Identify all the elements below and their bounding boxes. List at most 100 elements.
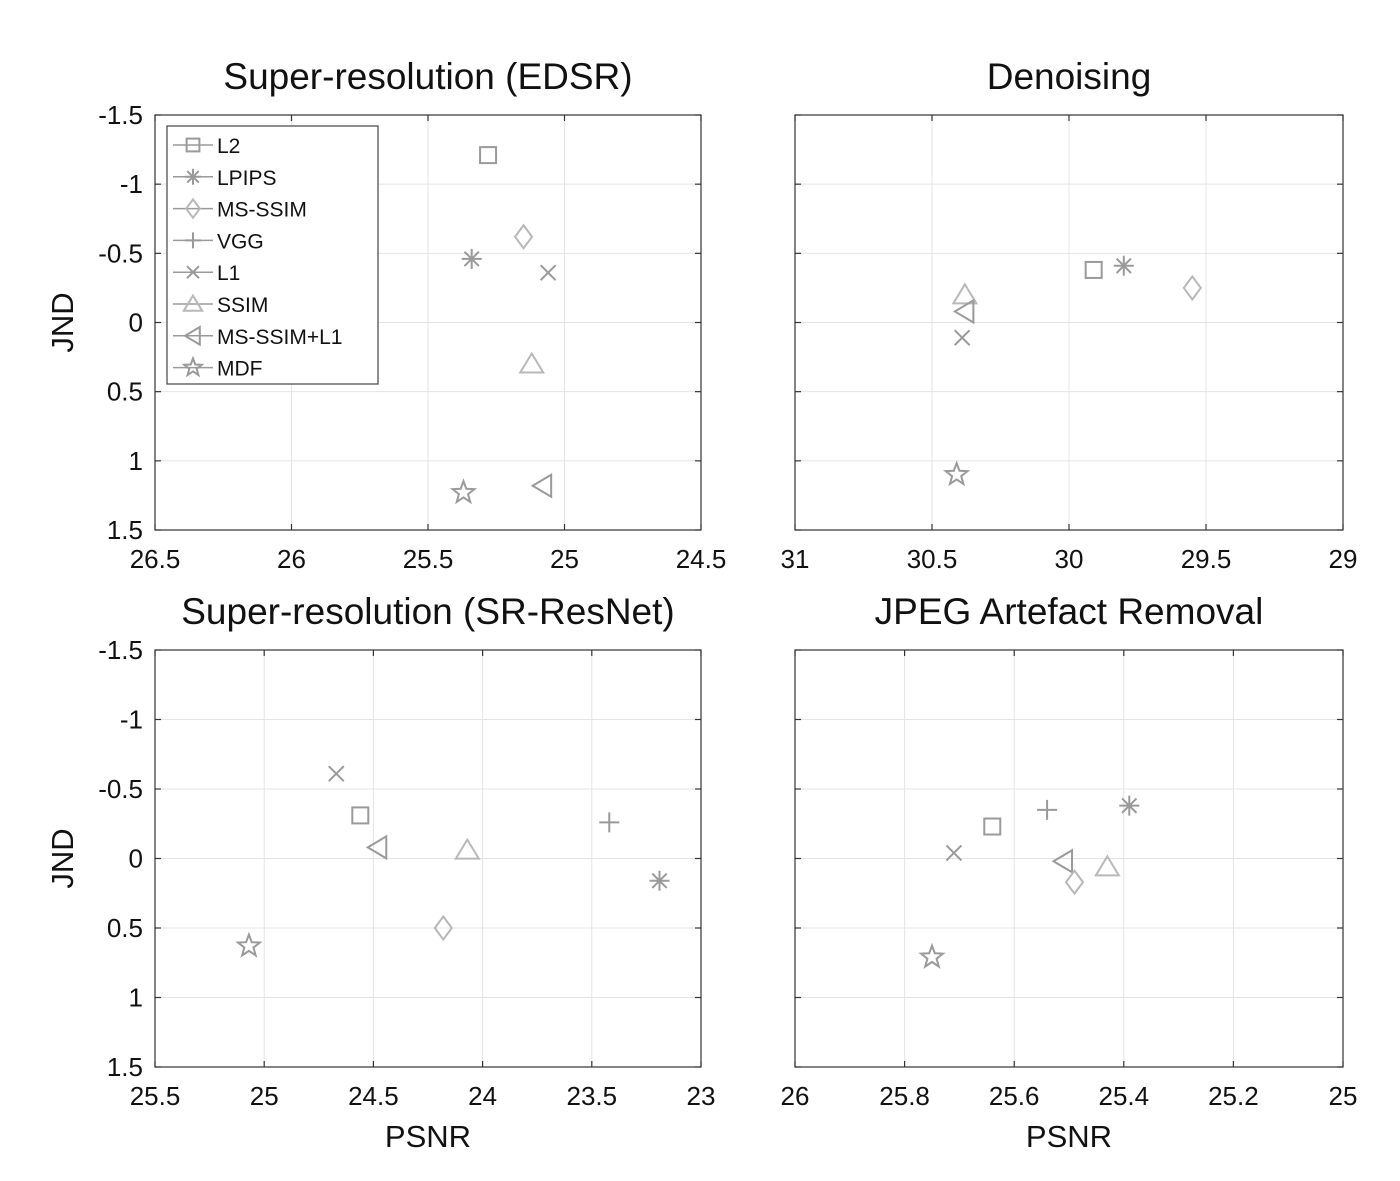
y-tick-label: 0.5 xyxy=(107,913,143,943)
x-tick-label: 23 xyxy=(687,1081,716,1111)
x-tick-label: 30 xyxy=(1055,544,1084,574)
y-axis-label: JND xyxy=(45,828,80,888)
point-ms-ssim-l1 xyxy=(1051,848,1074,875)
legend-label: VGG xyxy=(217,230,264,253)
point-mdf xyxy=(942,460,971,487)
legend: L2 LPIPS MS-SSIM VGG L1 SSIM MS-SSIM+L1 MDF xyxy=(166,125,379,385)
legend-label: L1 xyxy=(217,262,240,285)
point-mdf xyxy=(235,931,263,958)
y-tick-label: 1 xyxy=(129,446,143,476)
point-vgg xyxy=(599,812,620,833)
x-tick-label: 26 xyxy=(781,1081,810,1111)
legend-entry: SSIM xyxy=(173,293,268,317)
point-ms-ssim xyxy=(513,223,534,250)
point-vgg xyxy=(1037,799,1058,820)
x-tick-label: 25.5 xyxy=(403,544,454,574)
point-ms-ssim-l1 xyxy=(952,298,975,325)
legend-label: LPIPS xyxy=(217,167,277,190)
point-ms-ssim xyxy=(433,914,454,942)
x-tick-label: 31 xyxy=(781,544,810,574)
x-tick-label: 25.6 xyxy=(989,1081,1040,1111)
legend-box xyxy=(166,125,379,385)
x-tick-label: 30.5 xyxy=(907,544,958,574)
x-axis-label: PSNR xyxy=(1026,1119,1112,1154)
axes-frame xyxy=(154,114,702,531)
legend-marker-lpips xyxy=(185,168,201,185)
x-axis-label: PSNR xyxy=(385,1119,471,1154)
y-tick-label: 1.5 xyxy=(107,515,143,545)
y-tick-label: 0.5 xyxy=(107,377,143,407)
legend-marker-l2 xyxy=(185,137,201,153)
x-tick-label: 29.5 xyxy=(1181,544,1232,574)
panel-2: 31 30.5 30 29.5 29 Denoising xyxy=(781,56,1358,574)
point-mdf xyxy=(918,942,946,969)
legend-marker-ms-ssim-l1 xyxy=(183,325,201,347)
chart-title: Denoising xyxy=(987,56,1152,97)
legend-entry: VGG xyxy=(173,230,264,253)
x-tick-label: 25 xyxy=(1329,1081,1358,1111)
legend-entry: MS-SSIM+L1 xyxy=(173,325,342,349)
y-tick-label: 1.5 xyxy=(107,1052,143,1082)
axes-frame xyxy=(154,649,702,1068)
axes-frame xyxy=(794,649,1344,1068)
legend-label: L2 xyxy=(217,135,240,158)
point-ms-ssim xyxy=(1182,274,1203,302)
legend-marker-mdf xyxy=(181,355,205,378)
legend-entry: MDF xyxy=(173,355,263,381)
y-tick-label: 1 xyxy=(129,983,143,1013)
y-tick-label: 0 xyxy=(129,308,143,338)
point-l2 xyxy=(983,817,1002,836)
legend-label: SSIM xyxy=(217,294,268,317)
y-tick-label: 0 xyxy=(129,844,143,874)
point-lpips xyxy=(1113,255,1134,276)
legend-label: MS-SSIM+L1 xyxy=(217,326,342,349)
x-tick-label: 25 xyxy=(250,1081,279,1111)
axes-frame xyxy=(794,114,1344,531)
x-tick-label: 25.8 xyxy=(879,1081,930,1111)
legend-marker-vgg xyxy=(185,232,201,249)
y-tick-label: -1 xyxy=(120,169,143,199)
point-l2 xyxy=(351,806,370,825)
point-ms-ssim-l1 xyxy=(530,472,553,499)
legend-entry: L2 xyxy=(173,135,240,158)
panel-1: 26.5 26 25.5 25 24.5 -1.5 -1 -0.5 0 0.5 1 1.5 Super-… xyxy=(45,56,726,574)
chart-title: JPEG Artefact Removal xyxy=(875,591,1264,632)
y-tick-label: -1 xyxy=(120,705,143,735)
x-tick-label: 26 xyxy=(277,544,306,574)
y-tick-label: -1.5 xyxy=(98,635,143,665)
point-l1 xyxy=(328,765,345,782)
y-tick-label: -0.5 xyxy=(98,238,143,268)
x-tick-label: 23.5 xyxy=(566,1081,617,1111)
legend-label: MS-SSIM xyxy=(217,199,307,222)
chart-title: Super-resolution (EDSR) xyxy=(223,56,632,97)
legend-entry: MS-SSIM xyxy=(173,197,307,222)
point-l1 xyxy=(953,329,971,346)
point-l2 xyxy=(479,146,498,165)
x-tick-label: 24.5 xyxy=(676,544,727,574)
point-ssim xyxy=(518,351,546,374)
legend-entry: LPIPS xyxy=(173,167,277,190)
point-mdf xyxy=(449,478,478,505)
y-tick-label: -0.5 xyxy=(98,774,143,804)
x-tick-label: 29 xyxy=(1329,544,1358,574)
x-tick-label: 24.5 xyxy=(348,1081,399,1111)
x-tick-label: 26.5 xyxy=(130,544,181,574)
panel-4: 26 25.8 25.6 25.4 25.2 25 JPEG Artefact Remova… xyxy=(781,591,1358,1154)
x-tick-label: 25.5 xyxy=(130,1081,181,1111)
y-tick-label: -1.5 xyxy=(98,100,143,130)
chart-title: Super-resolution (SR-ResNet) xyxy=(181,591,675,632)
panel-3: 25.5 25 24.5 24 23.5 23 -1.5 -1 -0.5 0 0.5 1 1.5 Supe… xyxy=(45,591,715,1154)
point-ssim xyxy=(951,282,979,305)
legend-entry: L1 xyxy=(173,262,240,285)
y-axis-label: JND xyxy=(45,292,80,352)
x-tick-label: 25 xyxy=(550,544,579,574)
point-ssim xyxy=(1094,854,1121,877)
point-l1 xyxy=(539,264,557,281)
point-l2 xyxy=(1084,260,1103,279)
legend-marker-l1 xyxy=(186,265,200,279)
point-ssim xyxy=(454,837,481,860)
point-ms-ssim xyxy=(1064,868,1085,896)
point-l1 xyxy=(945,844,963,862)
x-tick-label: 25.2 xyxy=(1208,1081,1259,1111)
